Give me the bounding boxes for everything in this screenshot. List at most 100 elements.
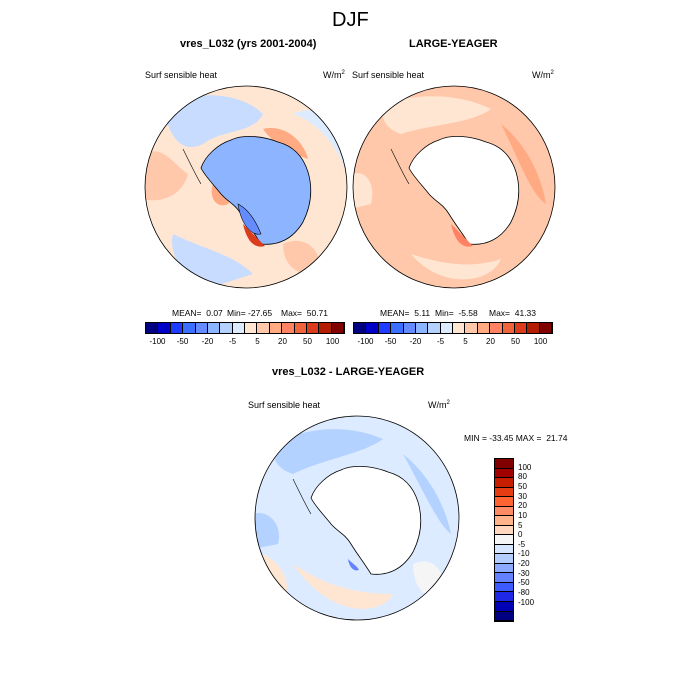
- stats-mean-obs: MEAN= 5.11: [380, 308, 431, 318]
- variable-label-diff: Surf sensible heat: [248, 400, 321, 410]
- colorbar-swatch: [502, 323, 515, 333]
- colorbar-swatch: [495, 592, 513, 602]
- colorbar-swatch: [514, 323, 528, 333]
- colorbar-swatch: [428, 323, 441, 333]
- colorbar-swatch: [415, 323, 429, 333]
- colorbar-swatch: [306, 323, 320, 333]
- colorbar-swatch: [495, 573, 513, 583]
- colorbar-swatch: [495, 516, 513, 526]
- colorbar-tick-label: 50: [511, 337, 520, 346]
- polar-map-obs: [352, 85, 556, 289]
- colorbar-tick-label: 80: [518, 472, 527, 482]
- colorbar-swatch: [495, 497, 513, 507]
- colorbar-tick-label: 50: [303, 337, 312, 346]
- colorbar-swatch: [269, 323, 283, 333]
- colorbar-swatch: [207, 323, 221, 333]
- colorbar-tick-label: 100: [325, 337, 340, 346]
- colorbar-tick-label: 5: [255, 337, 260, 346]
- colorbar-tick-label: -5: [436, 337, 445, 346]
- colorbar-tick-label: -50: [384, 337, 397, 346]
- stats-min-obs: Min= -5.58: [435, 308, 478, 318]
- colorbar-tick-label: -80: [518, 588, 530, 598]
- colorbar-tick-label: -10: [518, 549, 530, 559]
- colorbar-swatch: [495, 601, 513, 612]
- colorbar-tick-label: -20: [518, 559, 530, 569]
- colorbar-model: [145, 322, 345, 334]
- colorbar-ticks-diff: 100 80 50 30 20 10 5 0 -5 -10 -20 -30 -50 -80 -100: [518, 458, 558, 622]
- colorbar-swatch: [495, 544, 513, 555]
- variable-label-model: Surf sensible heat: [145, 70, 218, 80]
- colorbar-tick-label: 30: [518, 491, 527, 501]
- colorbar-swatch: [391, 323, 404, 333]
- colorbar-swatch: [232, 323, 245, 333]
- colorbar-tick-label: -100: [149, 337, 166, 346]
- panel-title-diff: vres_L032 - LARGE-YEAGER: [272, 366, 425, 378]
- stats-max-model: Max= 50.71: [281, 308, 329, 318]
- colorbar-swatch: [527, 323, 540, 333]
- colorbar-swatch: [465, 323, 478, 333]
- colorbar-tick-label: 0: [518, 530, 523, 540]
- colorbar-swatch: [495, 582, 513, 593]
- panel-title-obs: LARGE-YEAGER: [409, 38, 498, 50]
- colorbar-tick-label: -5: [228, 337, 237, 346]
- colorbar-tick-label: -100: [518, 597, 535, 607]
- colorbar-tick-label: 10: [518, 510, 527, 520]
- colorbar-swatch: [495, 611, 513, 622]
- colorbar-tick-label: 20: [518, 501, 527, 511]
- colorbar-tick-label: 20: [278, 337, 287, 346]
- colorbar-swatch: [354, 323, 367, 333]
- colorbar-swatch: [319, 323, 332, 333]
- colorbar-tick-label: 50: [518, 481, 527, 491]
- colorbar-swatch: [495, 525, 513, 536]
- colorbar-swatch: [282, 323, 295, 333]
- colorbar-tick-label: -20: [409, 337, 422, 346]
- colorbar-swatch: [495, 487, 513, 498]
- colorbar-swatch: [366, 323, 379, 333]
- colorbar-swatch: [495, 535, 513, 545]
- colorbar-tick-label: -5: [518, 539, 526, 549]
- colorbar-swatch: [294, 323, 307, 333]
- colorbar-swatch: [495, 506, 513, 517]
- colorbar-swatch: [257, 323, 270, 333]
- colorbar-swatch: [477, 323, 491, 333]
- colorbar-swatch: [331, 323, 344, 333]
- polar-map-model: [144, 85, 348, 289]
- colorbar-diff: [494, 458, 514, 622]
- units-label-obs: W/m2: [532, 70, 554, 80]
- colorbar-swatch: [539, 323, 552, 333]
- colorbar-tick-label: 20: [486, 337, 495, 346]
- units-label-diff: W/m2: [428, 400, 450, 410]
- stats-minmax-diff: MIN = -33.45 MAX = 21.74: [464, 433, 568, 443]
- variable-label-obs: Surf sensible heat: [352, 70, 425, 80]
- colorbar-tick-label: 5: [518, 520, 523, 530]
- colorbar-swatch: [440, 323, 453, 333]
- colorbar-swatch: [183, 323, 196, 333]
- panel-title-model: vres_L032 (yrs 2001-2004): [180, 38, 317, 50]
- colorbar-swatch: [453, 323, 466, 333]
- figure-title: DJF: [332, 9, 369, 31]
- colorbar-swatch: [495, 459, 513, 469]
- colorbar-tick-label: 100: [533, 337, 548, 346]
- colorbar-swatch: [495, 554, 513, 564]
- colorbar-swatch: [170, 323, 184, 333]
- colorbar-swatch: [378, 323, 392, 333]
- colorbar-swatch: [495, 468, 513, 479]
- polar-map-diff: [254, 415, 460, 621]
- colorbar-swatch: [146, 323, 159, 333]
- colorbar-swatch: [245, 323, 258, 333]
- colorbar-ticks-obs: -100 -50 -20 -5 5 20 50 100: [353, 337, 553, 347]
- colorbar-tick-label: -30: [518, 568, 530, 578]
- colorbar-tick-label: -50: [518, 578, 530, 588]
- colorbar-swatch: [195, 323, 208, 333]
- colorbar-ticks-model: -100 -50 -20 -5 5 20 50 100: [145, 337, 345, 347]
- stats-mean-model: MEAN= 0.07: [172, 308, 223, 318]
- colorbar-swatch: [495, 478, 513, 488]
- colorbar-tick-label: -20: [201, 337, 214, 346]
- stats-min-model: Min= -27.65: [227, 308, 273, 318]
- colorbar-swatch: [495, 563, 513, 574]
- colorbar-tick-label: -100: [357, 337, 374, 346]
- colorbar-swatch: [490, 323, 503, 333]
- colorbar-tick-label: -50: [176, 337, 189, 346]
- colorbar-tick-label: 5: [463, 337, 468, 346]
- units-label-model: W/m2: [323, 70, 345, 80]
